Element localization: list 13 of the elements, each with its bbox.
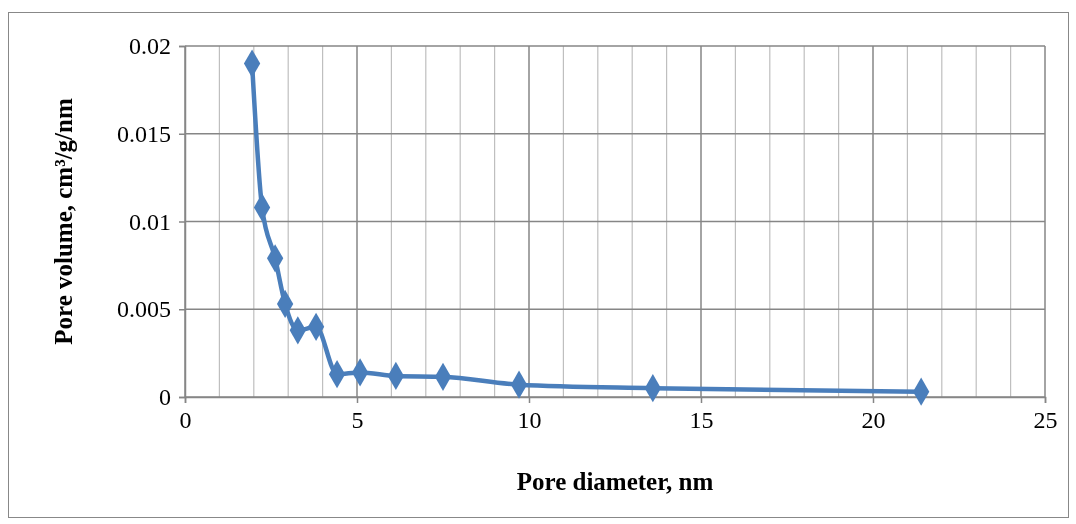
y-tick-label: 0.02 (129, 33, 171, 60)
x-tick-label: 0 (179, 407, 192, 434)
x-axis-title: Pore diameter, nm (516, 468, 714, 495)
x-tick-label: 15 (689, 407, 714, 434)
x-tick-label: 10 (517, 407, 542, 434)
x-tick-label: 20 (861, 407, 886, 434)
y-tick-label: 0.01 (129, 208, 171, 235)
y-tick-label: 0.015 (117, 120, 171, 147)
x-tick-label: 25 (1033, 407, 1058, 434)
x-tick-label: 5 (351, 407, 364, 434)
y-tick-label: 0.005 (117, 296, 171, 323)
y-axis-title: Pore volume, cm³/g/nm (50, 98, 77, 345)
y-tick-label: 0 (159, 384, 171, 411)
